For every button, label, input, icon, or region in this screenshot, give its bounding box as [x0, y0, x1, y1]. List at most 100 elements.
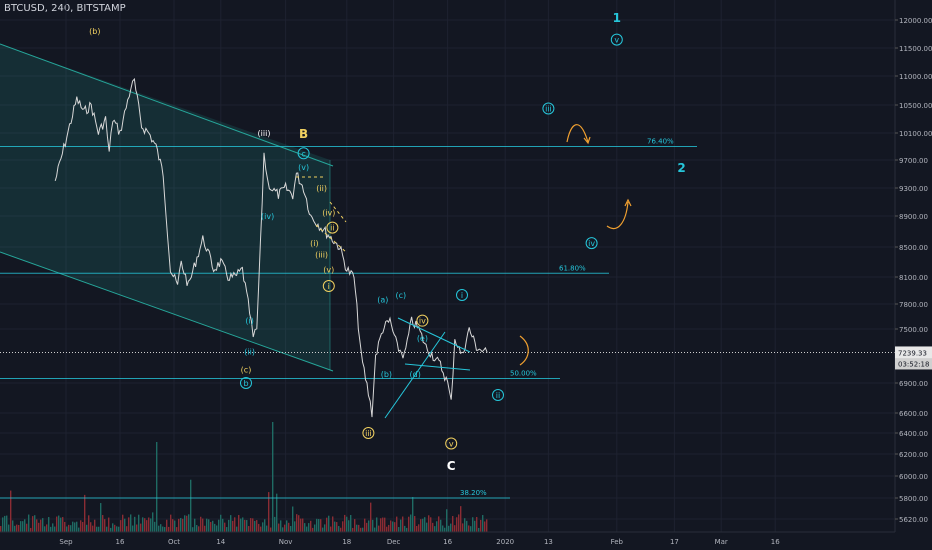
volume-bar: [46, 524, 48, 532]
wave-label: iv: [588, 239, 595, 248]
volume-bar: [20, 521, 22, 532]
volume-bar: [176, 527, 178, 532]
wave-label-circle: [297, 147, 310, 160]
volume-bar: [68, 524, 70, 532]
wave-label-circle: [416, 314, 429, 327]
volume-bar: [122, 514, 124, 532]
volume-bar: [436, 521, 438, 532]
projection-arrows: [519, 124, 632, 366]
volume-bar: [326, 517, 328, 532]
volume-bar: [114, 524, 116, 532]
volume-bar: [104, 519, 106, 532]
volume-bar: [362, 527, 364, 532]
wave-label: (a): [377, 296, 388, 305]
x-tick-label: Nov: [279, 538, 293, 546]
volume-bar: [4, 515, 6, 532]
wave-label: 2: [677, 161, 685, 175]
volume-bar: [100, 503, 102, 532]
volume-bar: [258, 523, 260, 532]
volume-bar: [72, 521, 74, 532]
volume-bar: [376, 517, 378, 532]
volume-bar: [76, 521, 78, 532]
volume-bar: [386, 526, 388, 532]
volume-bar: [380, 518, 382, 532]
wave-label: (ii): [316, 184, 327, 193]
volume-bar: [462, 523, 464, 532]
wave-labels: (b)(iii)(iv)(i)(ii)(c)bBc(v)(ii)(iv)ii(i…: [89, 11, 686, 473]
volume-bar: [172, 519, 174, 532]
volume-bar: [158, 525, 160, 532]
volume-bar: [216, 525, 218, 532]
volume-bar: [336, 522, 338, 532]
volume-bar: [418, 524, 420, 532]
volume-bar: [292, 506, 294, 532]
y-tick-label: 8900.00: [899, 213, 928, 221]
volume-bar: [422, 518, 424, 532]
volume-bar: [178, 518, 180, 532]
volume-bar: [346, 516, 348, 532]
volume-bar: [470, 526, 472, 532]
volume-bar: [208, 519, 210, 532]
volume-bar: [332, 516, 334, 532]
volume-bar: [486, 519, 488, 532]
wave-label: (b): [89, 27, 100, 36]
volume-bar: [402, 516, 404, 532]
volume-bar: [62, 517, 64, 532]
volume-bar: [10, 490, 12, 532]
volume-bar: [36, 519, 38, 532]
volume-bar: [228, 519, 230, 532]
volume-bar: [150, 518, 152, 532]
wave-label: (c): [241, 366, 252, 375]
arrow-3-head: [624, 198, 632, 207]
volume-bar: [88, 515, 90, 532]
volume-bar: [434, 526, 436, 532]
volume-bar: [316, 518, 318, 532]
volume-bar: [8, 524, 10, 532]
volume-bar: [156, 442, 158, 532]
volume-bar: [92, 525, 94, 532]
volume-bar: [328, 515, 330, 532]
volume-bar: [268, 492, 270, 532]
volume-bar: [472, 517, 474, 532]
volume-bar: [312, 527, 314, 532]
volume-bar: [456, 517, 458, 532]
volume-bar: [12, 520, 14, 532]
volume-bar: [136, 524, 138, 532]
volume-bar: [162, 526, 164, 532]
price-line: [54, 77, 488, 418]
volume-bar: [482, 515, 484, 532]
wave-label: (ii): [244, 348, 255, 357]
volume-bar: [396, 516, 398, 532]
wave-label: iii: [365, 429, 372, 438]
volume-bar: [342, 521, 344, 532]
volume-bar: [146, 520, 148, 532]
volume-bar: [64, 521, 66, 532]
volume-bar: [188, 514, 190, 532]
x-tick-label: 17: [670, 538, 679, 546]
volume-bar: [458, 514, 460, 532]
wave-label-circle: [326, 221, 339, 234]
volume-bar: [450, 523, 452, 532]
volume-bar: [410, 514, 412, 532]
volume-bar: [118, 526, 120, 532]
volume-bar: [56, 516, 58, 532]
volume-bar: [32, 516, 34, 532]
volume-bar: [120, 520, 122, 532]
volume-bar: [14, 525, 16, 532]
x-tick-label: Sep: [59, 538, 73, 546]
volume-bar: [252, 518, 254, 532]
countdown-value: 03:52:18: [898, 360, 929, 368]
volume-bar: [18, 524, 20, 532]
volume-bar: [478, 527, 480, 532]
volume-bar: [302, 518, 304, 532]
wave-label: C: [447, 459, 456, 473]
wave-label-circle: [585, 237, 598, 250]
triangle-upper-line: [397, 317, 471, 353]
x-tick-label: Mar: [715, 538, 728, 546]
wave-label-circle: [542, 102, 555, 115]
wave-label: ii: [496, 391, 500, 400]
volume-bar: [322, 527, 324, 532]
volume-bar: [110, 527, 112, 532]
